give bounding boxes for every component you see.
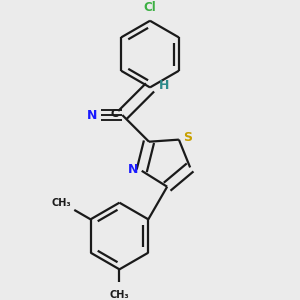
Text: CH₃: CH₃: [52, 198, 71, 208]
Text: N: N: [87, 109, 97, 122]
Text: H: H: [159, 80, 170, 92]
Text: CH₃: CH₃: [110, 290, 129, 300]
Text: Cl: Cl: [144, 1, 156, 13]
Text: S: S: [184, 131, 193, 144]
Text: C: C: [110, 109, 118, 118]
Text: N: N: [128, 163, 138, 176]
